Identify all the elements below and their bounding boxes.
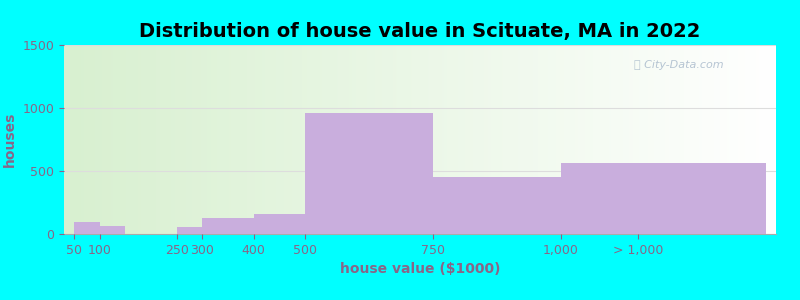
Y-axis label: houses: houses — [3, 112, 17, 167]
X-axis label: house value ($1000): house value ($1000) — [340, 262, 500, 276]
Bar — [100, 226, 126, 234]
Bar — [177, 227, 202, 234]
Bar — [254, 214, 305, 234]
Text: Ⓢ City-Data.com: Ⓢ City-Data.com — [634, 60, 723, 70]
Bar — [202, 218, 254, 234]
Bar — [305, 113, 433, 234]
Bar — [433, 177, 561, 234]
Bar — [74, 222, 100, 234]
Bar — [561, 164, 638, 234]
Bar — [638, 164, 766, 234]
Title: Distribution of house value in Scituate, MA in 2022: Distribution of house value in Scituate,… — [139, 22, 701, 41]
